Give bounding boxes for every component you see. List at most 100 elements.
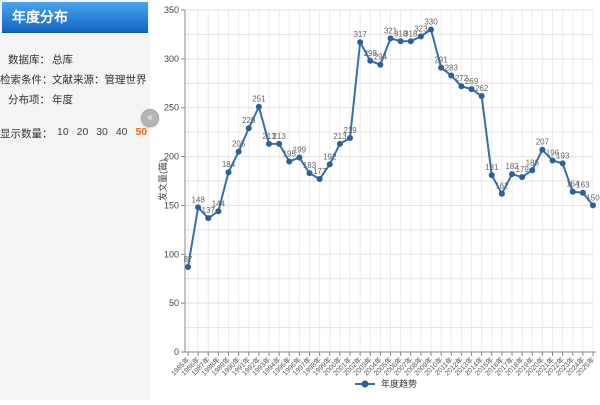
- data-point[interactable]: [225, 169, 232, 176]
- data-point-label: 283: [445, 63, 459, 72]
- data-point-label: 323: [414, 24, 428, 33]
- data-point-label: 193: [556, 151, 570, 160]
- data-point[interactable]: [195, 204, 202, 211]
- data-point[interactable]: [245, 125, 252, 132]
- data-point[interactable]: [296, 154, 303, 161]
- data-point[interactable]: [326, 161, 333, 168]
- data-point[interactable]: [255, 103, 262, 110]
- y-tick-label: 150: [164, 200, 179, 210]
- data-point-label: 205: [232, 140, 246, 149]
- data-point[interactable]: [529, 167, 536, 174]
- data-point-label: 162: [495, 182, 509, 191]
- data-point[interactable]: [498, 190, 505, 197]
- display-count-label: 显示数量：: [0, 128, 53, 140]
- data-point-label: 144: [212, 199, 226, 208]
- data-point-label: 181: [485, 163, 499, 172]
- display-count-option-20[interactable]: 20: [76, 126, 89, 138]
- data-point[interactable]: [347, 135, 353, 142]
- display-count-option-30[interactable]: 30: [96, 126, 108, 138]
- display-count-options: 10 20 30 40 50: [50, 126, 147, 141]
- data-point[interactable]: [448, 72, 455, 79]
- data-point-label: 164: [566, 180, 580, 189]
- display-count-option-40[interactable]: 40: [115, 126, 128, 138]
- data-point[interactable]: [185, 263, 191, 270]
- data-point-label: 272: [455, 74, 469, 83]
- data-point[interactable]: [468, 86, 475, 93]
- data-point[interactable]: [428, 26, 434, 33]
- data-point-label: 291: [434, 56, 448, 65]
- data-point[interactable]: [438, 64, 445, 71]
- page-title: 年度分布: [2, 2, 148, 33]
- field-distribution-item-label: 分布项：: [8, 94, 50, 106]
- data-point[interactable]: [579, 189, 586, 196]
- field-distribution-item-value: 年度: [52, 94, 73, 106]
- field-search-condition: 检索条件： 文献来源：管理世界: [0, 72, 150, 87]
- data-point[interactable]: [235, 148, 242, 155]
- data-point-label: 251: [252, 95, 266, 104]
- field-search-condition-label: 检索条件：: [0, 74, 53, 86]
- data-point[interactable]: [367, 57, 374, 64]
- data-point[interactable]: [509, 171, 515, 178]
- data-point-label: 150: [586, 193, 600, 202]
- data-point-label: 163: [576, 181, 590, 190]
- y-tick-label: 200: [164, 152, 179, 162]
- data-point[interactable]: [306, 170, 313, 177]
- legend-label[interactable]: 年度趋势: [381, 378, 417, 389]
- data-point[interactable]: [590, 202, 596, 209]
- data-point[interactable]: [539, 146, 546, 153]
- y-tick-label: 350: [164, 5, 179, 15]
- data-point-label: 195: [283, 149, 297, 158]
- data-point-label: 184: [222, 160, 236, 169]
- data-point-label: 318: [394, 29, 408, 38]
- data-point-label: 294: [374, 53, 388, 62]
- data-point-label: 229: [242, 116, 256, 125]
- data-point-label: 182: [505, 162, 519, 171]
- field-search-condition-value: 文献来源：管理世界: [52, 74, 147, 86]
- data-point[interactable]: [569, 188, 576, 195]
- field-database-label: 数据库：: [8, 54, 50, 66]
- sidebar-collapse-button[interactable]: «: [141, 109, 159, 127]
- data-point[interactable]: [286, 158, 293, 165]
- data-point-label: 318: [404, 29, 418, 38]
- display-count-option-50[interactable]: 50: [135, 126, 148, 138]
- annual-trend-line-chart: 0501001502002503003501985年1986年1987年1988…: [157, 5, 600, 389]
- data-point-label: 196: [546, 148, 560, 157]
- data-point[interactable]: [488, 172, 495, 179]
- data-point[interactable]: [205, 215, 212, 222]
- data-point[interactable]: [549, 157, 556, 164]
- data-point[interactable]: [357, 39, 364, 46]
- display-count-option-10[interactable]: 10: [57, 126, 69, 138]
- data-point[interactable]: [478, 92, 485, 99]
- data-point-label: 298: [364, 49, 378, 58]
- data-point-label: 213: [333, 132, 347, 141]
- data-point-label: 269: [465, 77, 479, 86]
- display-count-row: 显示数量： 10 20 30 40 50: [0, 126, 150, 141]
- data-point[interactable]: [407, 38, 414, 45]
- data-point-label: 317: [353, 30, 367, 39]
- y-tick-label: 0: [174, 347, 179, 357]
- y-tick-label: 300: [164, 54, 179, 64]
- data-point-label: 213: [262, 132, 276, 141]
- data-point[interactable]: [276, 140, 283, 147]
- data-point-label: 87: [184, 255, 193, 264]
- data-point[interactable]: [215, 208, 222, 215]
- field-database: 数据库： 总库: [0, 52, 150, 67]
- data-point[interactable]: [559, 160, 566, 167]
- data-point[interactable]: [387, 35, 394, 42]
- data-point[interactable]: [377, 61, 384, 68]
- data-point-label: 183: [303, 161, 317, 170]
- data-point-label: 186: [526, 158, 540, 167]
- data-point[interactable]: [336, 140, 343, 147]
- data-point-label: 148: [191, 195, 205, 204]
- data-point-label: 199: [293, 146, 307, 155]
- field-database-value: 总库: [52, 54, 73, 66]
- data-point[interactable]: [458, 83, 465, 90]
- data-point[interactable]: [316, 176, 323, 183]
- data-point[interactable]: [417, 33, 424, 40]
- data-point-label: 321: [384, 26, 398, 35]
- data-point[interactable]: [519, 174, 526, 181]
- data-point[interactable]: [266, 140, 272, 147]
- data-point-label: 179: [515, 165, 529, 174]
- data-point[interactable]: [397, 38, 404, 45]
